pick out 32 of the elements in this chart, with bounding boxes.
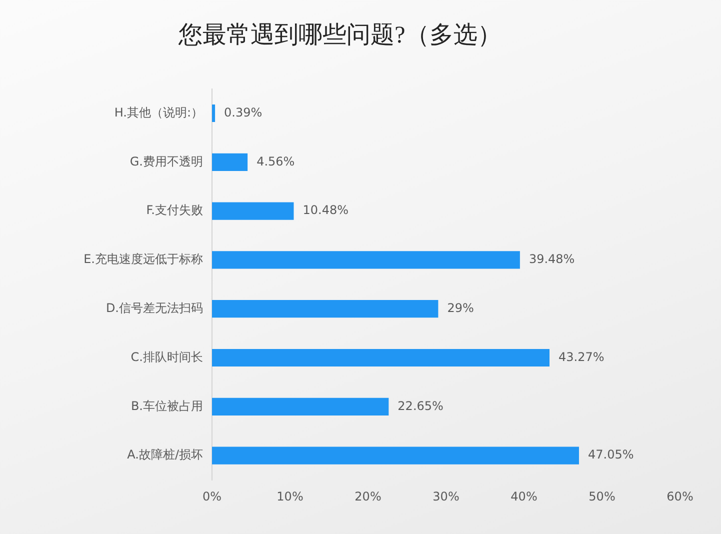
x-tick-label: 20% bbox=[354, 489, 382, 504]
data-label: 0.39% bbox=[224, 105, 262, 120]
x-tick-label: 40% bbox=[510, 489, 538, 504]
bar bbox=[212, 348, 550, 367]
data-label: 47.05% bbox=[588, 448, 634, 462]
data-label: 22.65% bbox=[398, 398, 444, 413]
y-tick-label: E.充电速度远低于标称 bbox=[84, 252, 203, 266]
chart-title: 您最常遇到哪些问题?（多选） bbox=[178, 22, 502, 49]
y-tick-label: H.其他（说明:） bbox=[114, 105, 203, 120]
data-label: 10.48% bbox=[302, 203, 349, 218]
data-label: 39.48% bbox=[528, 252, 575, 266]
x-tick-label: 60% bbox=[666, 489, 694, 504]
data-label: 43.27% bbox=[558, 350, 604, 364]
y-tick-label: F.支付失败 bbox=[146, 203, 203, 218]
bar bbox=[212, 446, 579, 464]
y-tick-label: B.车位被占用 bbox=[130, 398, 203, 413]
x-tick-label: 10% bbox=[276, 489, 304, 504]
x-tick-label: 30% bbox=[432, 489, 460, 504]
bar bbox=[212, 398, 389, 416]
y-tick-label: G.费用不透明 bbox=[130, 154, 203, 168]
bar bbox=[212, 251, 520, 269]
bar bbox=[212, 153, 248, 171]
bar bbox=[212, 202, 294, 220]
bar bbox=[212, 300, 438, 318]
y-tick-label: D.信号差无法扫码 bbox=[106, 300, 203, 315]
y-tick-label: C.排队时间长 bbox=[130, 350, 203, 364]
x-tick-label: 50% bbox=[588, 489, 616, 504]
bar bbox=[212, 104, 216, 122]
data-label: 4.56% bbox=[256, 154, 295, 168]
y-tick-label: A.故障桩/损坏 bbox=[127, 448, 203, 462]
x-tick-label: 0% bbox=[202, 489, 222, 504]
data-label: 29% bbox=[447, 300, 474, 315]
